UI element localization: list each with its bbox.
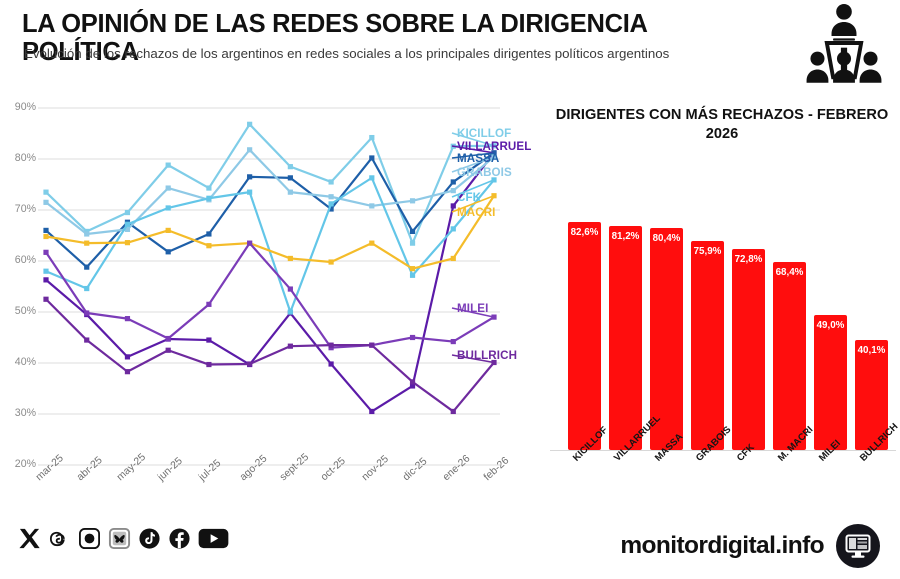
x-icon[interactable] [18, 527, 41, 550]
bar-value-label: 82,6% [570, 227, 599, 239]
brand-footer: monitordigital.info [620, 524, 880, 568]
speaker-podium-audience-icon [805, 2, 883, 84]
bar-value-label: 75,9% [693, 245, 722, 257]
y-tick-label: 80% [14, 152, 36, 164]
series-label-macri: MACRI [457, 206, 496, 219]
bar-value-label: 72,8% [734, 254, 763, 266]
social-links [18, 527, 229, 550]
bar-milei [814, 314, 847, 450]
bar-m-macri [773, 261, 806, 450]
y-tick-label: 50% [14, 305, 36, 317]
instagram-icon[interactable] [78, 527, 101, 550]
bar-kicillof [568, 222, 601, 450]
series-label-bullrich: BULLRICH [457, 349, 518, 362]
bar-value-label: 80,4% [652, 233, 681, 245]
tiktok-icon[interactable] [138, 527, 161, 550]
bar-chart-title: DIRIGENTES CON MÁS RECHAZOS - FEBRERO 20… [555, 107, 889, 142]
line-series-kicillof [44, 123, 496, 245]
bar-value-label: 81,2% [611, 231, 640, 243]
bar-chart: DIRIGENTES CON MÁS RECHAZOS - FEBRERO 20… [540, 96, 900, 516]
series-label-massa: MASSA [457, 152, 500, 165]
youtube-icon[interactable] [198, 527, 229, 550]
page-title: LA OPINIÓN DE LAS REDES SOBRE LA DIRIGEN… [22, 10, 647, 67]
bar-value-label: 40,1% [857, 344, 886, 356]
bar-bullrich [855, 339, 888, 450]
bar-cfk [732, 249, 765, 450]
bar-value-label: 49,0% [816, 319, 845, 331]
y-tick-label: 60% [14, 254, 36, 266]
series-label-villarruel: VILLARRUEL [457, 140, 532, 153]
line-series-macri [44, 194, 496, 270]
line-series-bullrich [44, 298, 496, 413]
bluesky-badge-icon[interactable] [108, 527, 131, 550]
y-tick-label: 30% [14, 407, 36, 419]
bar-villarruel [609, 226, 642, 450]
y-tick-label: 70% [14, 203, 36, 215]
series-label-kicillof: KICILLOF [457, 127, 512, 140]
line-series-grabois [44, 148, 496, 236]
y-tick-label: 90% [14, 101, 36, 113]
series-label-grabois: GRABOIS [457, 166, 512, 179]
page-subtitle: Evolución de los rechazos de los argenti… [24, 46, 670, 61]
bar-grabois [691, 240, 724, 450]
y-tick-label: 20% [14, 458, 36, 470]
bar-massa [650, 228, 683, 450]
line-series-villarruel [44, 151, 496, 413]
monitor-screen-icon [836, 524, 880, 568]
bar-value-label: 68,4% [775, 266, 804, 278]
threads-icon[interactable] [48, 527, 71, 550]
facebook-icon[interactable] [168, 527, 191, 550]
series-label-milei: MILEI [457, 302, 489, 315]
line-chart-canvas [38, 107, 500, 466]
brand-text: monitordigital.info [620, 532, 824, 559]
series-label-cfk: CFK [457, 191, 482, 204]
y-tick-label: 40% [14, 356, 36, 368]
line-chart: 90% 80% 70% 60% 50% 40% 30% 20% mar-25 abr-25 may… [0, 96, 540, 516]
line-series-milei [44, 242, 496, 349]
bar-chart-baseline [550, 450, 896, 451]
